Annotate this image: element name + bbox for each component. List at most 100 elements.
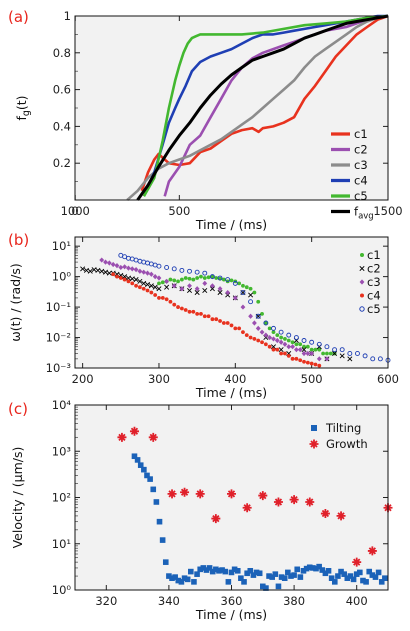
y-tick-label: 0.4 [53, 119, 71, 133]
data-point [279, 335, 284, 340]
data-point [286, 338, 291, 343]
data-point [150, 486, 157, 493]
data-point [110, 261, 116, 268]
data-point [137, 285, 142, 290]
series-c5 [118, 252, 391, 363]
x-axis-label: Time / (ms) [195, 385, 267, 400]
data-point [244, 570, 250, 577]
data-point [202, 314, 207, 319]
data-point [263, 585, 269, 591]
x-tick-label: 380 [283, 594, 305, 608]
data-point [164, 284, 170, 290]
data-point [232, 280, 238, 286]
data-point [290, 356, 295, 361]
data-point [156, 275, 162, 281]
data-point [309, 339, 315, 345]
data-point [186, 287, 193, 294]
data-point [133, 277, 139, 283]
data-point [152, 284, 158, 290]
data-point [260, 340, 264, 345]
data-point [152, 274, 158, 280]
series-line [142, 14, 389, 197]
plot-area [75, 237, 388, 368]
data-point [335, 573, 341, 579]
data-point [260, 583, 266, 590]
data-point [197, 566, 203, 573]
legend-swatch [359, 265, 365, 272]
data-point [238, 575, 244, 581]
legend-label: c2 [354, 143, 368, 157]
data-point [131, 453, 138, 460]
series-favg [136, 14, 389, 201]
data-point [302, 359, 306, 364]
data-point [317, 347, 322, 352]
data-point [229, 278, 234, 283]
data-point [206, 275, 211, 280]
data-point [366, 568, 373, 575]
data-point [232, 295, 238, 301]
data-point [271, 330, 276, 335]
data-point [168, 299, 173, 304]
data-point [195, 276, 200, 280]
y-tick-label: 10² [52, 491, 71, 505]
data-point [289, 495, 299, 505]
data-point [325, 568, 332, 574]
x-tick-label: 200 [72, 372, 94, 386]
legend-swatch [360, 253, 364, 257]
y-axis-label: ω(t) / (rad/s) [8, 263, 23, 342]
data-point [191, 579, 197, 585]
data-point [274, 337, 280, 344]
legend-label: c1 [354, 127, 368, 141]
data-point [278, 329, 284, 335]
data-point [281, 575, 288, 581]
y-tick-label: 10⁻² [46, 331, 71, 345]
data-point [145, 282, 151, 288]
data-point [316, 356, 322, 362]
data-point [347, 356, 353, 362]
legend-label: c4 [354, 174, 368, 188]
data-point [237, 326, 242, 331]
data-point [282, 341, 288, 347]
data-point [256, 570, 263, 577]
data-point [341, 571, 347, 577]
data-point [252, 290, 257, 295]
data-point [148, 283, 154, 289]
y-tick-label: 0.8 [53, 46, 71, 60]
data-point [272, 571, 279, 577]
data-point [156, 518, 163, 525]
data-point [225, 579, 232, 585]
data-point [275, 347, 280, 352]
x-tick-label: 0 [71, 204, 78, 218]
data-point [225, 277, 231, 283]
data-point [309, 347, 314, 352]
data-point [221, 277, 226, 282]
data-point [156, 286, 162, 292]
data-point [320, 509, 330, 519]
data-point [160, 280, 165, 285]
data-point [305, 360, 310, 365]
data-point [252, 320, 257, 326]
data-point [286, 353, 291, 358]
data-point [83, 267, 89, 273]
data-point [263, 332, 269, 338]
data-point [234, 568, 241, 574]
data-point [331, 579, 338, 585]
data-point [122, 274, 128, 280]
data-point [357, 569, 363, 576]
data-point [166, 573, 172, 579]
data-point [248, 313, 253, 319]
data-point [217, 286, 223, 292]
data-point [129, 276, 135, 282]
panel-label: (c) [8, 400, 28, 418]
data-point [283, 351, 287, 356]
data-point [339, 353, 345, 359]
legend-swatch [359, 279, 365, 285]
data-point [347, 573, 354, 579]
data-point [137, 462, 144, 468]
data-point [194, 290, 200, 296]
data-point [228, 569, 235, 576]
data-point [162, 559, 169, 565]
data-point [213, 566, 219, 573]
